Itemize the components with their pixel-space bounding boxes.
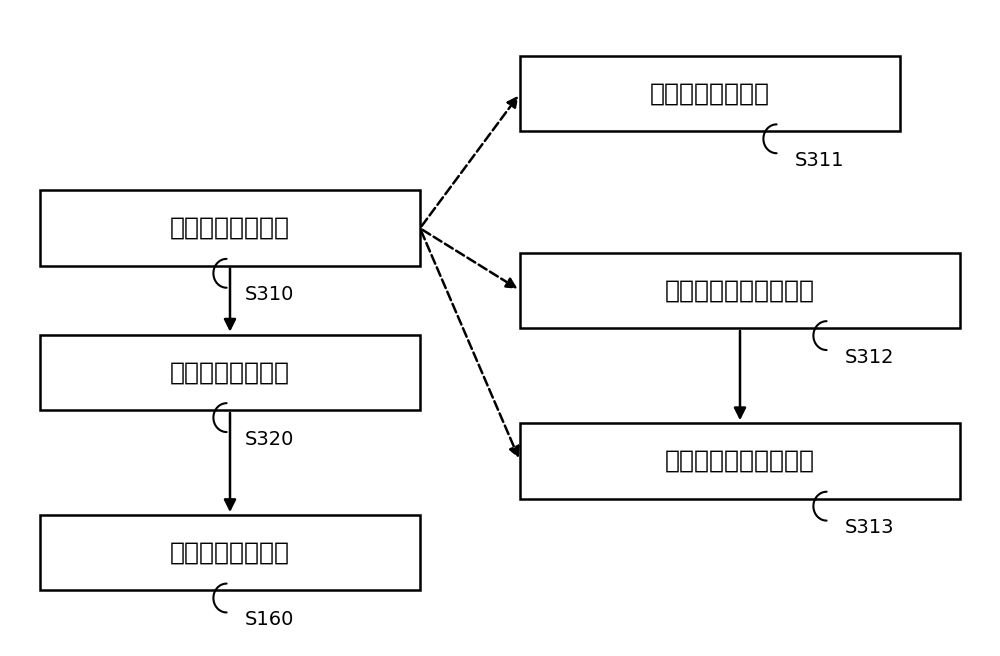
Text: S313: S313 — [845, 518, 895, 537]
FancyBboxPatch shape — [40, 335, 420, 410]
Text: 获取动作对比场景: 获取动作对比场景 — [170, 541, 290, 565]
Text: S320: S320 — [245, 430, 294, 449]
FancyBboxPatch shape — [520, 253, 960, 328]
Text: S312: S312 — [845, 348, 895, 367]
Text: S160: S160 — [245, 610, 294, 629]
FancyBboxPatch shape — [520, 423, 960, 499]
Text: 获取当前交互需求: 获取当前交互需求 — [170, 216, 290, 240]
Text: S311: S311 — [795, 151, 844, 170]
Text: 分析当前交互需求: 分析当前交互需求 — [170, 360, 290, 384]
FancyBboxPatch shape — [40, 190, 420, 266]
Text: 分析外部交互输入信息: 分析外部交互输入信息 — [665, 449, 815, 473]
FancyBboxPatch shape — [520, 56, 900, 131]
Text: 获取直接交互指令: 获取直接交互指令 — [650, 81, 770, 106]
FancyBboxPatch shape — [40, 515, 420, 590]
Text: S310: S310 — [245, 285, 294, 304]
Text: 采集外部交互输入信息: 采集外部交互输入信息 — [665, 278, 815, 302]
